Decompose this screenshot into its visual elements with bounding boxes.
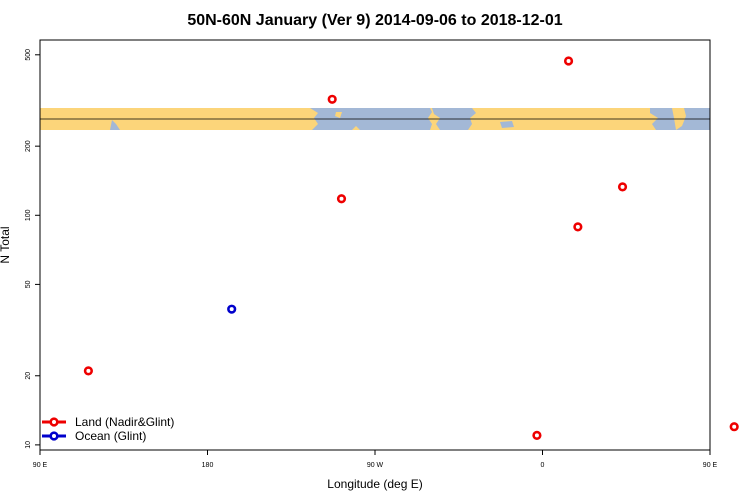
x-tick-label: 90 W [367, 462, 384, 469]
x-tick-label: 0 [541, 462, 545, 469]
x-axis-label: Longitude (deg E) [327, 477, 422, 491]
legend-ocean-marker [49, 431, 59, 441]
y-tick-label: 200 [25, 140, 32, 152]
legend-land-marker [49, 417, 59, 427]
y-tick-label: 20 [25, 372, 32, 380]
x-tick-label: 90 E [33, 462, 48, 469]
chart-title: 50N-60N January (Ver 9) 2014-09-06 to 20… [187, 12, 562, 29]
x-tick-label: 90 E [703, 462, 718, 469]
x-axis-ticks: 90 E 180 90 W 0 90 E [33, 450, 718, 469]
land-point [336, 194, 347, 204]
y-tick-label: 50 [25, 280, 32, 288]
land-point [563, 56, 574, 66]
plot-frame [39, 39, 711, 451]
legend-ocean-label: Ocean (Glint) [75, 429, 146, 443]
land-point [617, 182, 628, 192]
y-tick-label: 500 [25, 49, 32, 61]
map-ocean-atlantic [432, 108, 514, 130]
land-point [83, 366, 93, 376]
land-point [729, 422, 739, 432]
land-point [532, 430, 542, 440]
ocean-point [227, 304, 237, 314]
x-tick-label: 180 [202, 462, 214, 469]
y-tick-label: 100 [25, 209, 32, 221]
land-point [327, 94, 337, 104]
land-point [573, 222, 583, 232]
y-tick-label: 10 [25, 441, 32, 449]
y-axis-label: N Total [0, 226, 12, 263]
legend-land-label: Land (Nadir&Glint) [75, 415, 174, 429]
map-ocean-pacific [110, 108, 432, 130]
y-axis-ticks: 10 20 50 100 200 500 [25, 49, 40, 449]
data-points [83, 56, 739, 440]
legend: Land (Nadir&Glint)Ocean (Glint) [42, 415, 174, 443]
